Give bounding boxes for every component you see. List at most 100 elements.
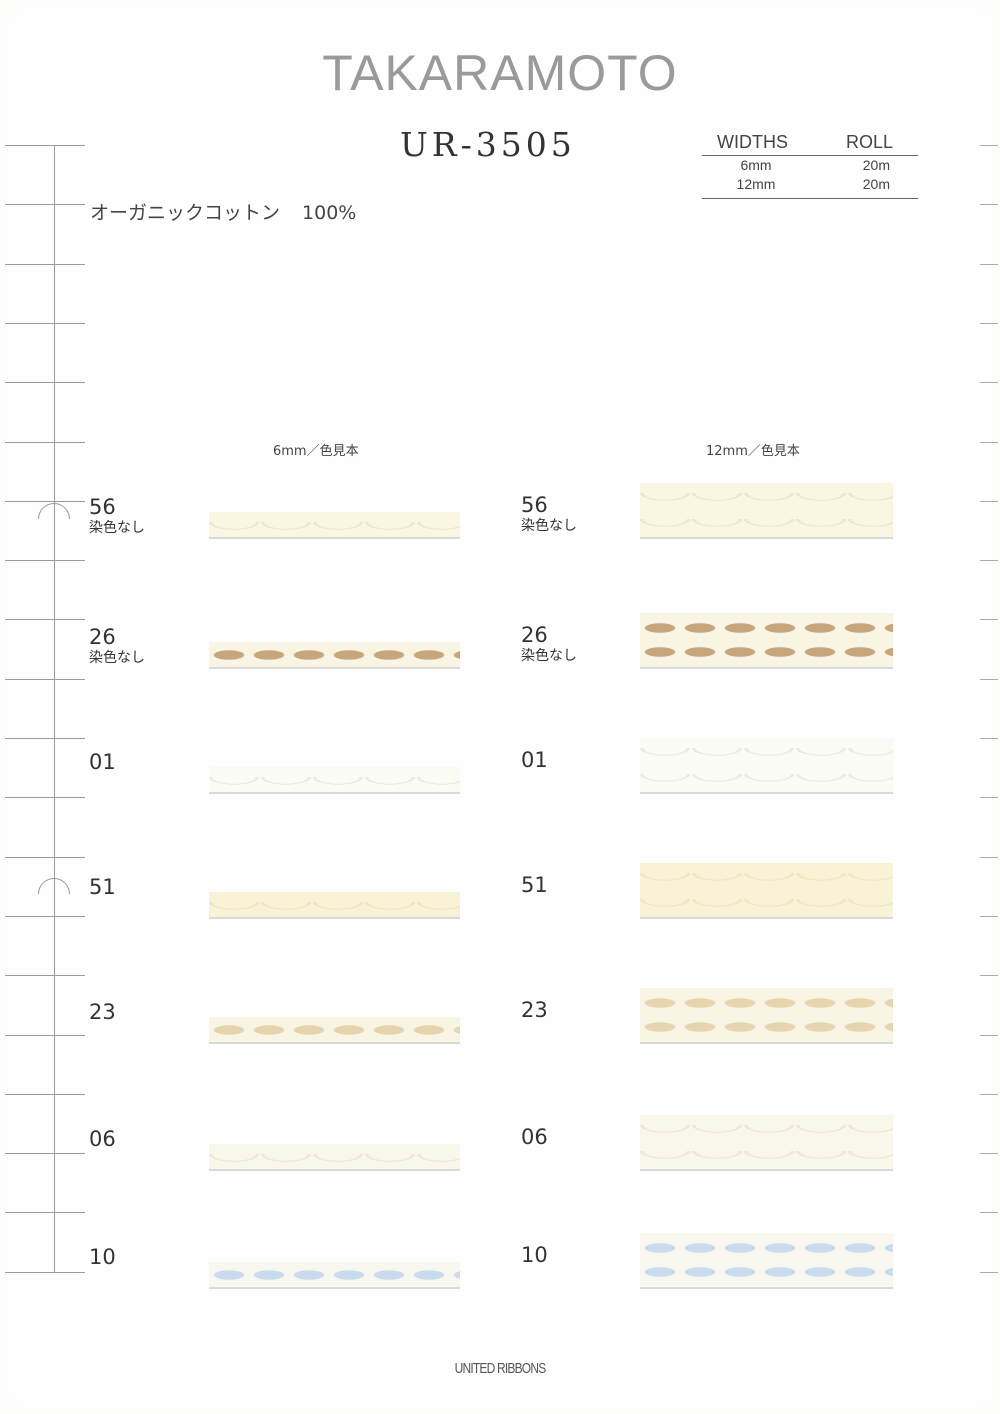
material-line: オーガニックコットン 100% (90, 198, 356, 225)
sample-card (8, 8, 993, 1408)
edge-tick (980, 856, 998, 858)
color-code: 26 (521, 623, 548, 647)
spec-row: 6mm 20m (702, 156, 918, 175)
edge-tick (980, 500, 998, 502)
edge-tick (980, 560, 998, 562)
color-code: 56 (521, 493, 548, 517)
color-note: 染色なし (89, 650, 145, 666)
grid-line (5, 1093, 85, 1095)
color-code: 10 (89, 1245, 116, 1269)
color-note: 染色なし (521, 648, 577, 664)
swatch-label: 56 染色なし (89, 495, 145, 537)
grid-line (5, 441, 85, 443)
ribbon-swatch-12mm (640, 738, 893, 794)
edge-tick (980, 1034, 998, 1036)
color-code: 06 (89, 1127, 116, 1151)
edge-tick (980, 797, 998, 799)
spec-width: 6mm (740, 157, 772, 173)
ribbon-swatch-6mm (209, 1262, 460, 1289)
material-percent: 100% (302, 202, 357, 224)
ribbon-swatch-6mm (209, 1144, 460, 1171)
ribbon-swatch-12mm (640, 613, 893, 669)
edge-tick (980, 1271, 998, 1273)
grid-line (5, 915, 85, 917)
brand-logo: TAKARAMOTO (322, 45, 678, 101)
edge-tick (980, 263, 998, 265)
swatch-label: 06 (521, 1125, 548, 1149)
swatch-label: 23 (521, 998, 548, 1022)
color-code: 26 (89, 625, 116, 649)
ribbon-swatch-12mm (640, 1233, 893, 1289)
color-code: 01 (521, 748, 548, 772)
color-code: 56 (89, 495, 116, 519)
swatch-label: 10 (89, 1245, 116, 1269)
spec-row: 12mm 20m (702, 175, 918, 194)
spec-header: WIDTHS ROLL (702, 132, 918, 156)
edge-tick (980, 204, 998, 206)
spec-width: 12mm (736, 176, 776, 192)
color-code: 23 (89, 1000, 116, 1024)
grid-line (5, 797, 85, 799)
spec-table: WIDTHS ROLL 6mm 20m 12mm 20m (702, 132, 918, 199)
ribbon-swatch-12mm (640, 1115, 893, 1171)
footer-logo: UNITED RIBBONS (454, 1360, 547, 1377)
edge-tick (980, 1093, 998, 1095)
color-code: 51 (89, 875, 116, 899)
spec-header-widths: WIDTHS (717, 132, 788, 152)
grid-line (5, 560, 85, 562)
swatch-label: 51 (521, 873, 548, 897)
grid-line (5, 322, 85, 324)
grid-line (5, 382, 85, 384)
spec-divider (702, 198, 918, 199)
swatch-label: 51 (89, 875, 116, 899)
color-note: 染色なし (521, 518, 577, 534)
column-heading-6mm: 6mm／色見本 (273, 444, 359, 459)
ribbon-swatch-6mm (209, 1017, 460, 1044)
color-code: 06 (521, 1125, 548, 1149)
edge-tick (980, 619, 998, 621)
edge-tick (980, 915, 998, 917)
grid-line (5, 204, 85, 206)
ribbon-swatch-6mm (209, 767, 460, 794)
edge-tick (980, 1212, 998, 1214)
grid-line (5, 1271, 85, 1273)
edge-tick (980, 441, 998, 443)
grid-line (5, 619, 85, 621)
swatch-label: 01 (89, 750, 116, 774)
swatch-label: 06 (89, 1127, 116, 1151)
edge-tick (980, 738, 998, 739)
grid-line (5, 1212, 85, 1214)
color-code: 23 (521, 998, 548, 1022)
edge-tick (980, 322, 998, 324)
color-note: 染色なし (89, 520, 145, 536)
edge-tick (980, 145, 998, 146)
swatch-label: 26 染色なし (521, 623, 577, 665)
grid-line (5, 856, 85, 858)
swatch-label: 26 染色なし (89, 625, 145, 667)
ribbon-swatch-6mm (209, 892, 460, 919)
ribbon-swatch-12mm (640, 483, 893, 539)
swatch-label: 01 (521, 748, 548, 772)
ribbon-swatch-12mm (640, 988, 893, 1044)
edge-tick (980, 975, 998, 977)
color-code: 51 (521, 873, 548, 897)
grid-line (5, 145, 85, 146)
spec-header-roll: ROLL (845, 132, 893, 152)
ribbon-swatch-6mm (209, 642, 460, 669)
column-heading-12mm: 12mm／色見本 (706, 444, 800, 459)
grid-line (5, 500, 85, 502)
swatch-label: 23 (89, 1000, 116, 1024)
material-name: オーガニックコットン (90, 202, 281, 224)
grid-line (5, 975, 85, 977)
edge-tick (980, 678, 998, 680)
edge-tick (980, 382, 998, 384)
swatch-label: 10 (521, 1243, 548, 1267)
spec-roll: 20m (862, 176, 890, 192)
spec-roll: 20m (862, 157, 890, 173)
model-number: UR-3505 (400, 125, 576, 164)
grid-line (5, 678, 85, 680)
grid-line (54, 145, 55, 1273)
grid-line (5, 738, 85, 739)
edge-tick (980, 1153, 998, 1155)
grid-line (5, 1034, 85, 1036)
